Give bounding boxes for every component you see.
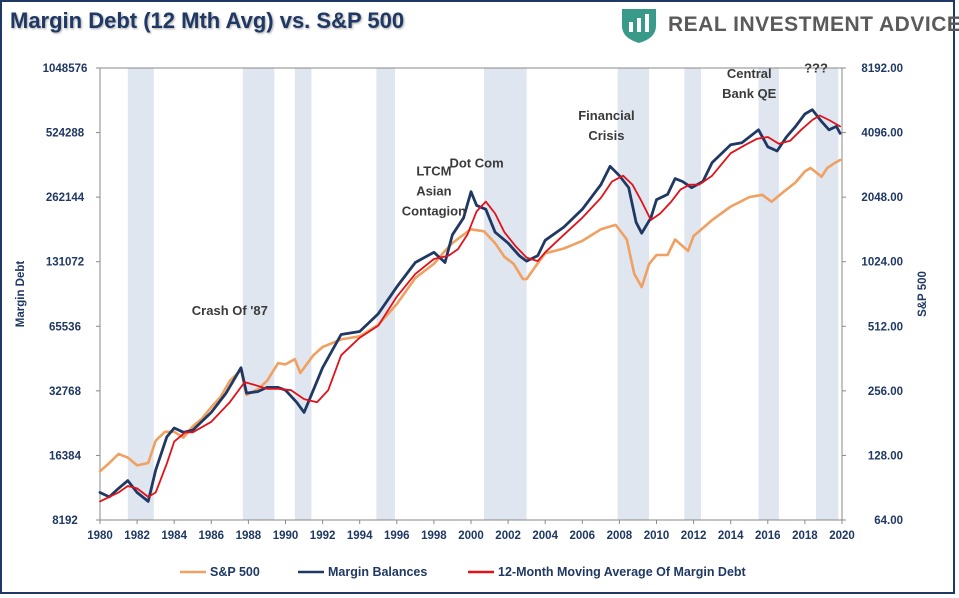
shaded-period-6 [684, 68, 702, 520]
x-tick-label-2012: 2012 [681, 530, 707, 542]
y-tick-label-32768: 32768 [49, 386, 82, 398]
shaded-period-2 [294, 68, 312, 520]
brand-header: REAL INVESTMENT ADVICE [618, 6, 959, 44]
x-tick-label-2020: 2020 [829, 530, 855, 542]
brand-name: REAL INVESTMENT ADVICE [668, 13, 959, 36]
x-tick-label-1984: 1984 [161, 530, 187, 542]
shaded-periods [127, 68, 839, 520]
y2-tick-label-64.00: 64.00 [874, 515, 903, 527]
x-tick-label-1982: 1982 [124, 530, 150, 542]
y2-tick-label-1024.00: 1024.00 [861, 257, 903, 269]
x-tick-label-1988: 1988 [236, 530, 262, 542]
annotation-0-line-0: Crash Of '87 [192, 303, 268, 318]
moving-average-line [99, 114, 841, 503]
x-tick-label-1986: 1986 [199, 530, 225, 542]
y2-tick-label-2048.00: 2048.00 [861, 192, 903, 204]
shaded-period-8 [816, 68, 839, 520]
chart-annotations: Crash Of '87 LTCM Asian Contagion Dot Com Fin… [192, 60, 828, 318]
x-tick-label-1998: 1998 [421, 530, 447, 542]
page-title: Margin Debt (12 Mth Avg) vs. S&P 500 [10, 8, 405, 33]
y2-axis-label: S&P 500 [917, 271, 929, 317]
y2-tick-label-128.00: 128.00 [868, 450, 903, 462]
y2-tick-label-8192.00: 8192.00 [861, 63, 903, 75]
shaded-period-3 [376, 68, 395, 520]
annotation-5-line-0: ??? [804, 60, 828, 75]
annotation-1: LTCM Asian Contagion [402, 164, 466, 219]
annotation-1-line-2: Contagion [402, 204, 466, 219]
y-tick-label-65536: 65536 [49, 321, 81, 333]
chart-axes: 1980 1982 1984 1986 1988 1990 1992 1994 1996 1998… [15, 63, 929, 542]
x-tick-label-1990: 1990 [273, 530, 299, 542]
y2-tick-label-4096.00: 4096.00 [861, 128, 903, 140]
sp500-line [98, 158, 842, 473]
legend-sp500-label: S&P 500 [210, 565, 260, 579]
chart-legend: S&P 500 Margin Balances 12-Month Moving Av… [180, 565, 747, 579]
x-tick-label-2004: 2004 [532, 530, 558, 542]
x-tick-label-2016: 2016 [755, 530, 781, 542]
legend-moving-average-label: 12-Month Moving Average Of Margin Debt [498, 565, 747, 579]
y-axis-label: Margin Debt [15, 261, 27, 328]
x-tick-label-1994: 1994 [347, 530, 373, 542]
x-tick-label-2010: 2010 [644, 530, 670, 542]
x-tick-label-1996: 1996 [384, 530, 410, 542]
annotation-3-line-1: Crisis [588, 128, 624, 143]
plot-area-border [99, 67, 843, 521]
x-tick-label-2002: 2002 [495, 530, 521, 542]
annotation-5: ??? [804, 60, 828, 75]
annotation-2: Dot Com [449, 156, 503, 171]
annotation-1-line-0: LTCM [416, 164, 451, 179]
chart-series [98, 108, 842, 503]
annotation-4: Central Bank QE [722, 66, 777, 101]
x-tick-label-2008: 2008 [607, 530, 633, 542]
annotation-4-line-1: Bank QE [722, 86, 777, 101]
x-tick-label-2006: 2006 [570, 530, 596, 542]
shaded-period-5 [617, 68, 650, 520]
y-tick-label-524288: 524288 [46, 128, 85, 140]
x-tick-label-1992: 1992 [310, 530, 336, 542]
margin-balances-line [98, 108, 842, 503]
shaded-period-0 [127, 68, 154, 520]
y-tick-label-131072: 131072 [46, 257, 84, 269]
annotation-1-line-1: Asian [416, 184, 451, 199]
x-tick-label-2000: 2000 [458, 530, 484, 542]
y-tick-label-16384: 16384 [49, 450, 82, 462]
y-tick-label-262144: 262144 [46, 192, 85, 204]
shaded-period-7 [758, 68, 779, 520]
x-tick-label-1980: 1980 [87, 530, 113, 542]
y2-tick-label-512.00: 512.00 [868, 321, 903, 333]
shaded-period-4 [483, 68, 527, 520]
annotation-0: Crash Of '87 [192, 303, 268, 318]
annotation-3-line-0: Financial [578, 108, 634, 123]
annotation-3: Financial Crisis [578, 108, 634, 143]
annotation-4-line-0: Central [727, 66, 772, 81]
y-tick-label-8192: 8192 [52, 515, 78, 527]
annotation-2-line-0: Dot Com [449, 156, 503, 171]
y2-tick-label-256.00: 256.00 [868, 386, 903, 398]
x-tick-label-2014: 2014 [718, 530, 744, 542]
x-tick-label-2018: 2018 [792, 530, 818, 542]
shaded-period-1 [242, 68, 275, 520]
y-tick-label-1048576: 1048576 [43, 63, 88, 75]
legend-margin-balances-label: Margin Balances [328, 565, 427, 579]
shield-logo-icon [622, 9, 656, 43]
